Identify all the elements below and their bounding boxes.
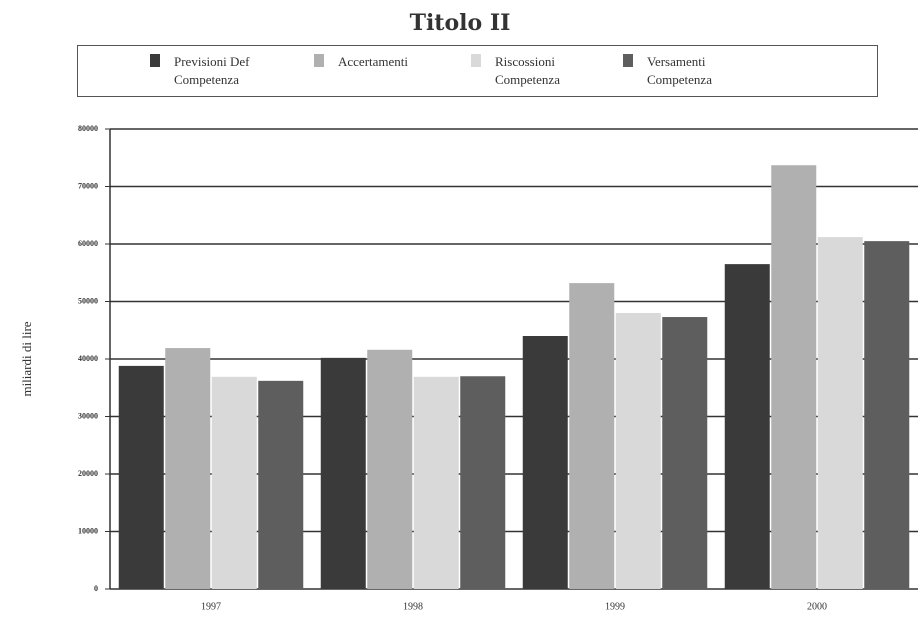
y-tick-label: 60000	[78, 239, 98, 248]
legend-swatch	[150, 54, 160, 67]
y-tick-label: 20000	[78, 469, 98, 478]
y-tick-label: 10000	[78, 526, 98, 535]
legend-item: Riscossioni Competenza	[471, 53, 605, 89]
bar	[864, 241, 910, 589]
y-tick-label: 80000	[78, 124, 98, 133]
x-tick-label: 1997	[201, 601, 221, 612]
x-tick-label: 1998	[403, 601, 423, 612]
legend-item: Previsioni Def Competenza	[150, 53, 284, 89]
bar	[460, 376, 506, 589]
legend: Previsioni Def Competenza Accertamenti Ris…	[77, 45, 878, 97]
y-tick-label: 70000	[78, 181, 98, 190]
bar	[367, 349, 413, 589]
bar	[771, 165, 817, 589]
bar	[569, 283, 615, 589]
legend-swatch	[623, 54, 633, 67]
legend-swatch	[471, 54, 481, 67]
legend-label: Accertamenti	[338, 54, 409, 69]
legend-label: Versamenti Competenza	[647, 54, 712, 87]
bar	[817, 237, 863, 589]
legend-swatch	[314, 54, 324, 67]
bar	[165, 348, 211, 589]
x-tick-label: 1999	[605, 601, 625, 612]
x-tick-label: 2000	[807, 601, 827, 612]
legend-item: Versamenti Competenza	[623, 53, 757, 89]
bar	[320, 357, 366, 589]
y-tick-label: 50000	[78, 296, 98, 305]
y-axis-label: miliardi di lire	[19, 321, 34, 396]
chart-title: Titolo II	[409, 10, 511, 36]
bar	[413, 376, 459, 589]
legend-item: Accertamenti	[314, 53, 448, 71]
bar	[615, 313, 661, 589]
bar	[258, 380, 304, 589]
y-tick-label: 30000	[78, 411, 98, 420]
legend-label: Riscossioni Competenza	[495, 54, 560, 87]
bar	[662, 317, 708, 589]
bar	[118, 365, 164, 589]
bar	[522, 336, 568, 589]
y-tick-label: 40000	[78, 354, 98, 363]
bar	[724, 264, 770, 589]
legend-label: Previsioni Def Competenza	[174, 54, 250, 87]
bar	[211, 376, 257, 589]
y-tick-label: 0	[94, 584, 98, 593]
